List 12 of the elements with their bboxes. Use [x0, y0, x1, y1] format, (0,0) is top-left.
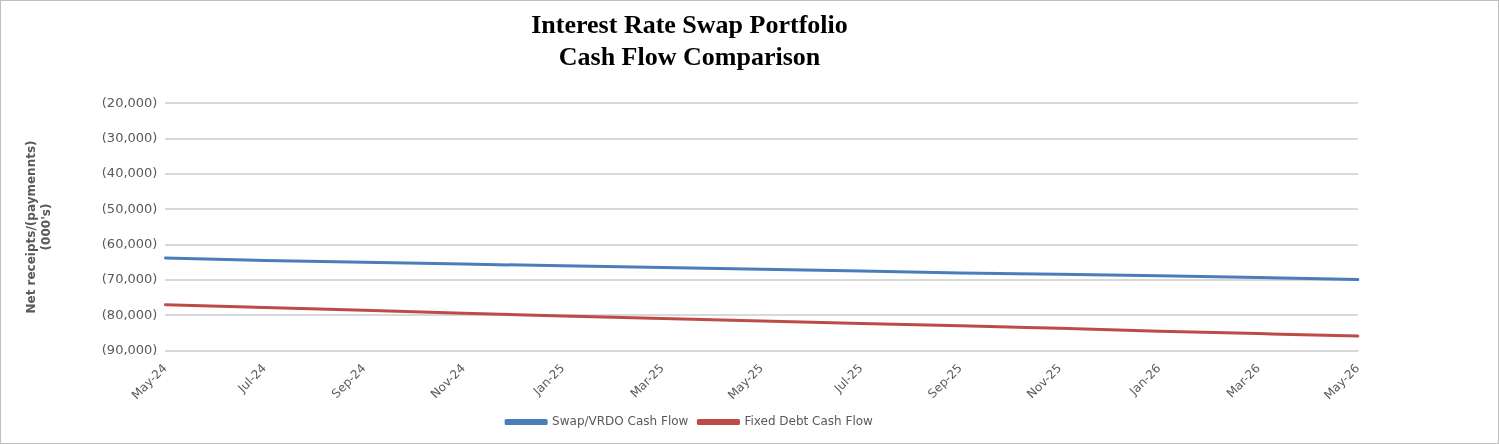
y-tick-label: (20,000) [101, 94, 158, 110]
y-axis-title: Net receipts/(paymennts) (000's) [24, 140, 53, 314]
y-tick-label: (40,000) [101, 165, 158, 181]
y-tick-label: (30,000) [101, 130, 158, 146]
y-tick-label: (60,000) [101, 236, 158, 252]
y-tick-label: (70,000) [101, 271, 158, 287]
y-tick-label: (90,000) [101, 341, 158, 357]
legend-label: Swap/VRDO Cash Flow [552, 414, 689, 429]
y-tick-label: (80,000) [101, 306, 158, 322]
chart-title: Interest Rate Swap Portfolio Cash Flow Comparison [531, 10, 848, 71]
y-tick-label: (50,000) [101, 200, 158, 216]
legend-label: Fixed Debt Cash Flow [744, 414, 874, 429]
